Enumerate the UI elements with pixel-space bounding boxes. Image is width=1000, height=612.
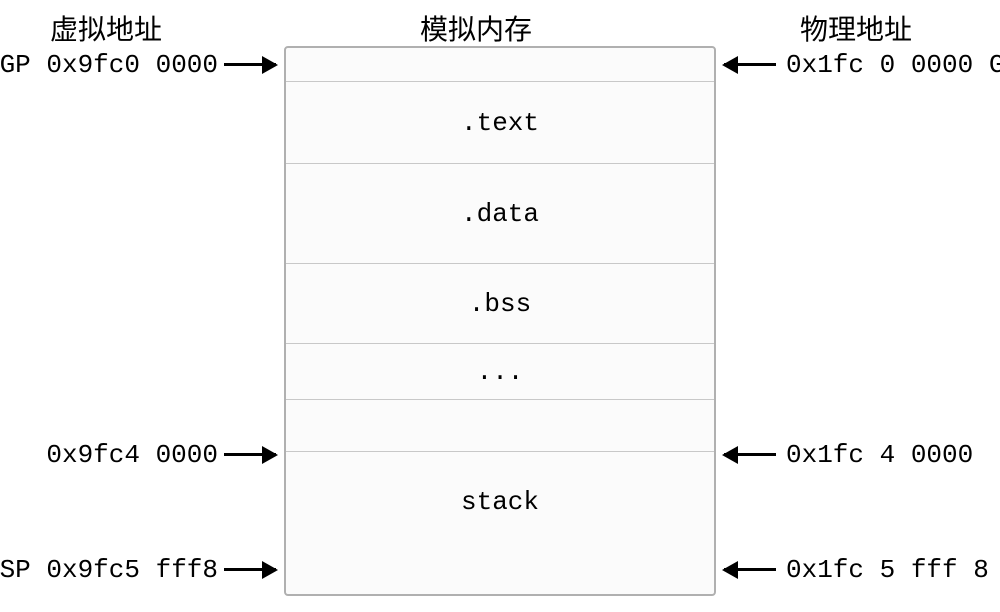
memory-bottom-gap bbox=[286, 552, 714, 596]
left-arrow-mid bbox=[224, 453, 276, 456]
left-gp-address: GP 0x9fc0 0000 bbox=[0, 50, 218, 80]
gap-section bbox=[286, 400, 714, 452]
right-sp-address: 0x1fc 5 fff 8 SP bbox=[786, 555, 1000, 585]
left-mid-address: 0x9fc4 0000 bbox=[46, 440, 218, 470]
stack-section: stack bbox=[286, 452, 714, 552]
left-sp-address: SP 0x9fc5 fff8 bbox=[0, 555, 218, 585]
right-gp-address: 0x1fc 0 0000 GP bbox=[786, 50, 1000, 80]
right-mid-address: 0x1fc 4 0000 bbox=[786, 440, 973, 470]
right-arrow-gp bbox=[724, 63, 776, 66]
text-section: .text bbox=[286, 82, 714, 164]
memory-top-gap bbox=[286, 48, 714, 82]
simulated-memory-header: 模拟内存 bbox=[420, 8, 532, 48]
virtual-address-header: 虚拟地址 bbox=[50, 8, 162, 48]
right-arrow-sp bbox=[724, 568, 776, 571]
left-arrow-sp bbox=[224, 568, 276, 571]
right-arrow-mid bbox=[724, 453, 776, 456]
memory-layout-box: .text .data .bss ... stack bbox=[284, 46, 716, 596]
ellipsis-section: ... bbox=[286, 344, 714, 400]
diagram-container: 虚拟地址 模拟内存 物理地址 .text .data .bss ... stac… bbox=[0, 0, 1000, 612]
bss-section: .bss bbox=[286, 264, 714, 344]
left-arrow-gp bbox=[224, 63, 276, 66]
physical-address-header: 物理地址 bbox=[800, 8, 912, 48]
data-section: .data bbox=[286, 164, 714, 264]
